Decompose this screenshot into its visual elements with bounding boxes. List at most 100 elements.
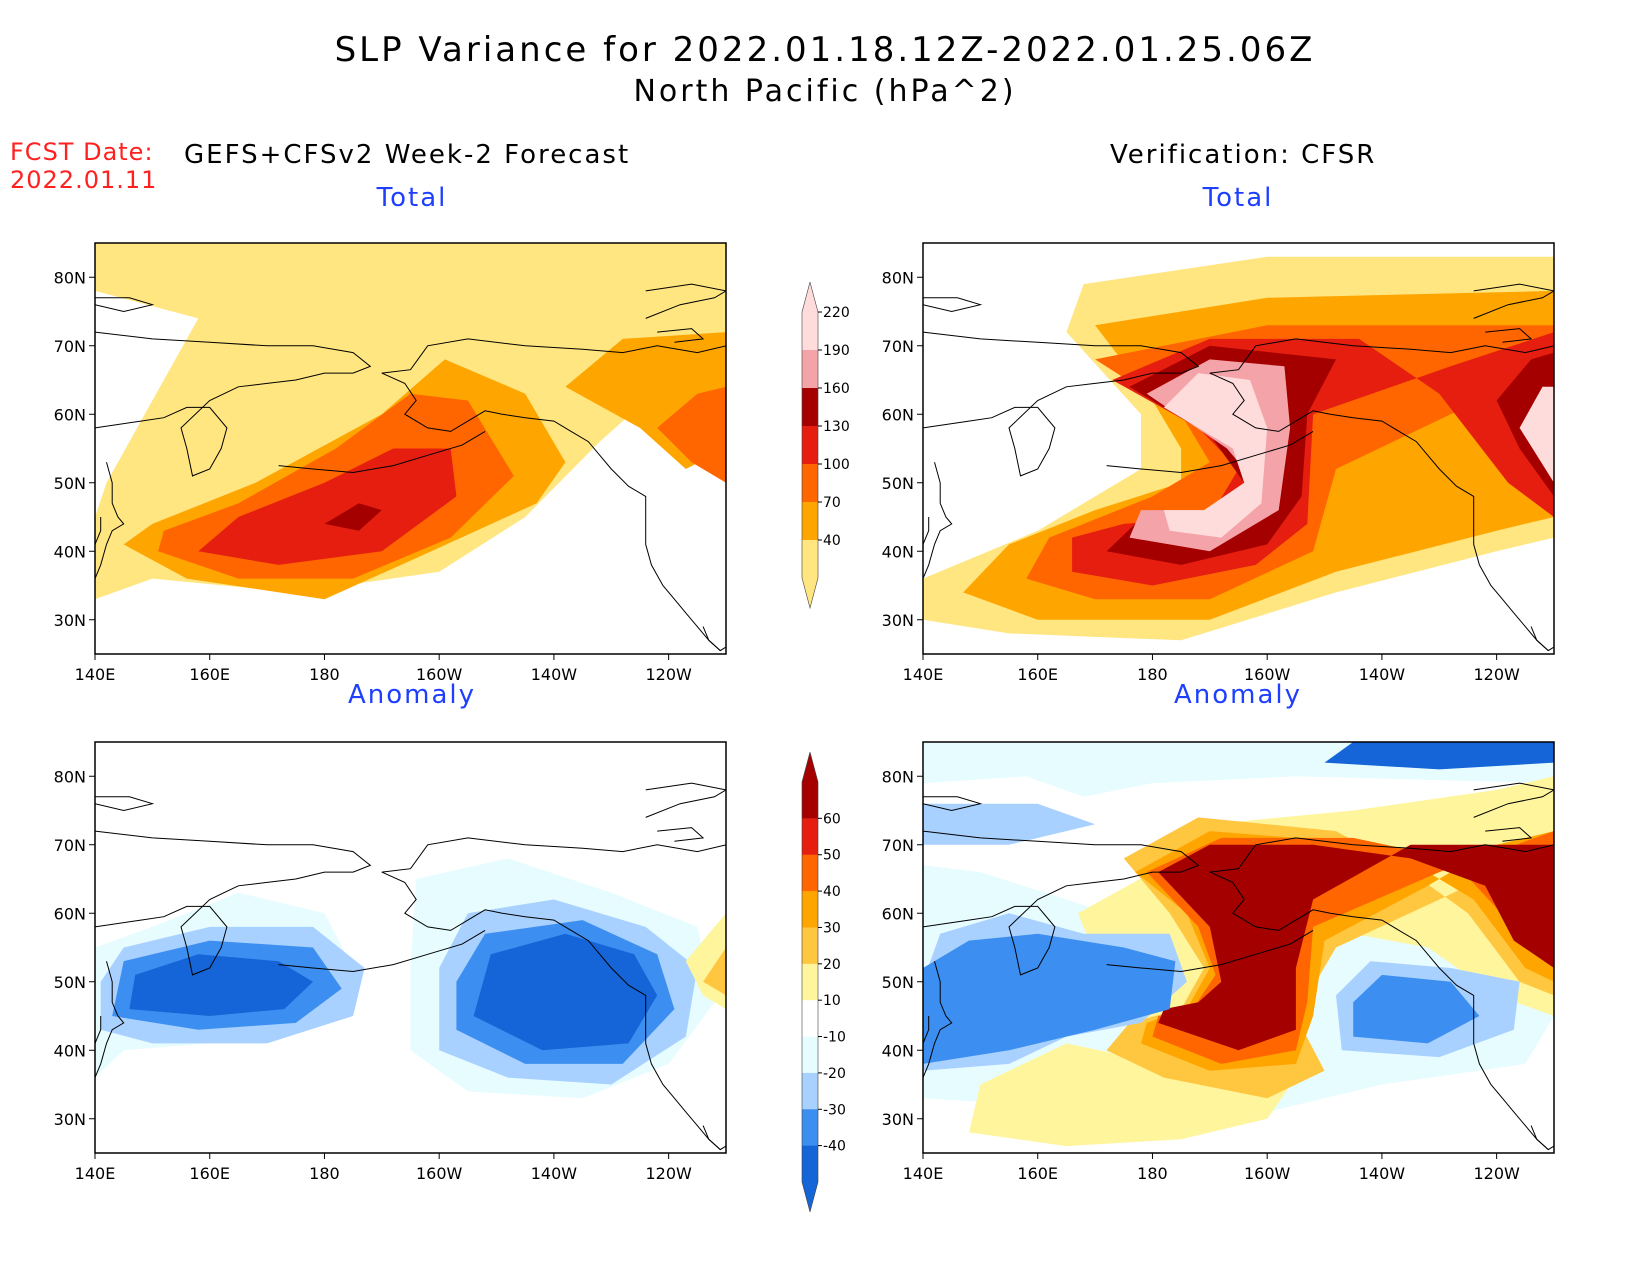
lon-tick-label: 160E [189,1164,230,1183]
lon-tick-label: 120W [1473,1164,1520,1183]
contour-level--40 [129,954,313,1016]
colorbar-outline [801,282,819,610]
coastline [1209,338,1554,374]
lat-tick-label: 80N [54,767,86,786]
contour-level--40 [1324,742,1554,770]
colorbar-label: 220 [823,305,850,321]
coastline [381,372,721,651]
map-frame [94,242,727,655]
coastline [923,517,930,545]
lat-tick-label: 60N [54,904,86,923]
colorbar-swatch [802,1000,818,1038]
lat-tick-label: 40N [882,1041,914,1060]
verification-total-map: 140E 160E 180 160W 140W 120W 30N 40N 50N 60N 70N 80… [882,242,1555,684]
lon-tick-label: 160W [1244,1164,1291,1183]
coastline [381,338,726,374]
lat-tick-label: 40N [54,1041,86,1060]
contour-level--20 [923,803,1096,845]
contour-level--40 [473,933,658,1051]
forecast-total-map: 140E 160E 180 160W 140W 120W 30N 40N 50N 60N 70N 80… [54,242,727,684]
lat-tick-label: 50N [54,973,86,992]
colorbar-swatch [802,312,818,351]
lon-tick-label: 160E [1017,665,1058,684]
coastline [95,1016,102,1044]
contour-level--30 [923,933,1176,1064]
coastline [1485,328,1533,343]
colorbar-bottom-arrow [802,1182,818,1212]
coastlines [95,782,726,1151]
coastline [95,462,125,579]
lat-tick-label: 50N [54,474,86,493]
lat-tick-label: 60N [54,405,86,424]
coastline [657,328,705,343]
colorbar-label: -30 [823,1102,846,1118]
contour-level-100 [657,386,726,483]
coastline [1209,871,1549,1150]
colorbar-swatch [802,540,818,579]
colorbar-label: 10 [823,993,841,1009]
contour-level--30 [1353,974,1480,1044]
colorbar-label: 130 [823,419,850,435]
coastline [923,297,983,313]
coastline [923,1016,930,1044]
coastline [1530,1125,1554,1151]
contour-level-220 [1519,386,1554,483]
colorbar-swatch [802,426,818,465]
coastline [1485,827,1533,842]
verification-anomaly-map: 140E 160E 180 160W 140W 120W 30N 40N 50N 60N 70N 80… [882,741,1555,1183]
total-colorbar: 40 70 100 130 160 190 220 [801,282,850,610]
lon-tick-label: 140W [531,665,578,684]
main-title: SLP Variance for 2022.01.18.12Z-2022.01.… [334,30,1316,70]
lat-tick-label: 80N [882,268,914,287]
colorbar-label: 60 [823,811,841,827]
lat-tick-label: 30N [54,1110,86,1129]
forecast-column-heading: GEFS+CFSv2 Week-2 Forecast [184,140,631,170]
lon-tick-label: 140E [75,665,116,684]
panel-title-forecast-total: Total [376,183,448,213]
coastline [1473,782,1554,818]
colorbar-outline [801,752,819,1212]
lon-tick-label: 180 [309,665,340,684]
lat-tick-label: 40N [54,542,86,561]
colorbar-label: 190 [823,343,850,359]
colorbar-label: -40 [823,1139,846,1155]
colorbar-swatch [802,1145,818,1183]
colorbar-swatch [802,782,818,819]
map-frame [94,741,727,1154]
coastline [1106,430,1314,474]
contour-fills [95,858,726,1099]
colorbar-swatch [802,1036,818,1074]
colorbar-swatch [802,350,818,389]
colorbar-label: 160 [823,381,850,397]
lon-tick-label: 120W [645,665,692,684]
forecast-anomaly-map: 140E 160E 180 160W 140W 120W 30N 40N 50N 60N 70N 80… [54,741,727,1183]
coastline [1209,372,1549,651]
panel-title-verification-total: Total [1202,183,1274,213]
colorbar-swatch [802,388,818,427]
coastline [95,517,102,545]
panel-title-forecast-anomaly: Anomaly [347,680,477,710]
lon-tick-label: 160E [189,665,230,684]
lat-tick-label: 80N [54,268,86,287]
lat-tick-label: 80N [882,767,914,786]
lat-tick-label: 30N [882,1110,914,1129]
lon-tick-label: 140E [903,665,944,684]
coastline [923,462,953,579]
lat-tick-label: 50N [882,474,914,493]
lon-tick-label: 140W [531,1164,578,1183]
contour-fills [95,243,726,600]
coastline [95,961,125,1078]
coastline [645,782,726,818]
lat-tick-label: 60N [882,405,914,424]
contour-level-130 [198,448,457,565]
contour-level-20 [703,947,726,996]
anomaly-colorbar: -40 -30 -20 -10 10 20 30 40 50 60 [801,752,846,1212]
contour-level-10 [968,1043,1296,1147]
lon-tick-label: 160W [416,665,463,684]
lon-tick-label: 140E [75,1164,116,1183]
lon-tick-label: 160E [1017,1164,1058,1183]
coastline [702,1125,726,1151]
coastlines [923,283,1554,652]
coastlines [923,782,1554,1151]
colorbar-swatch [802,891,818,928]
